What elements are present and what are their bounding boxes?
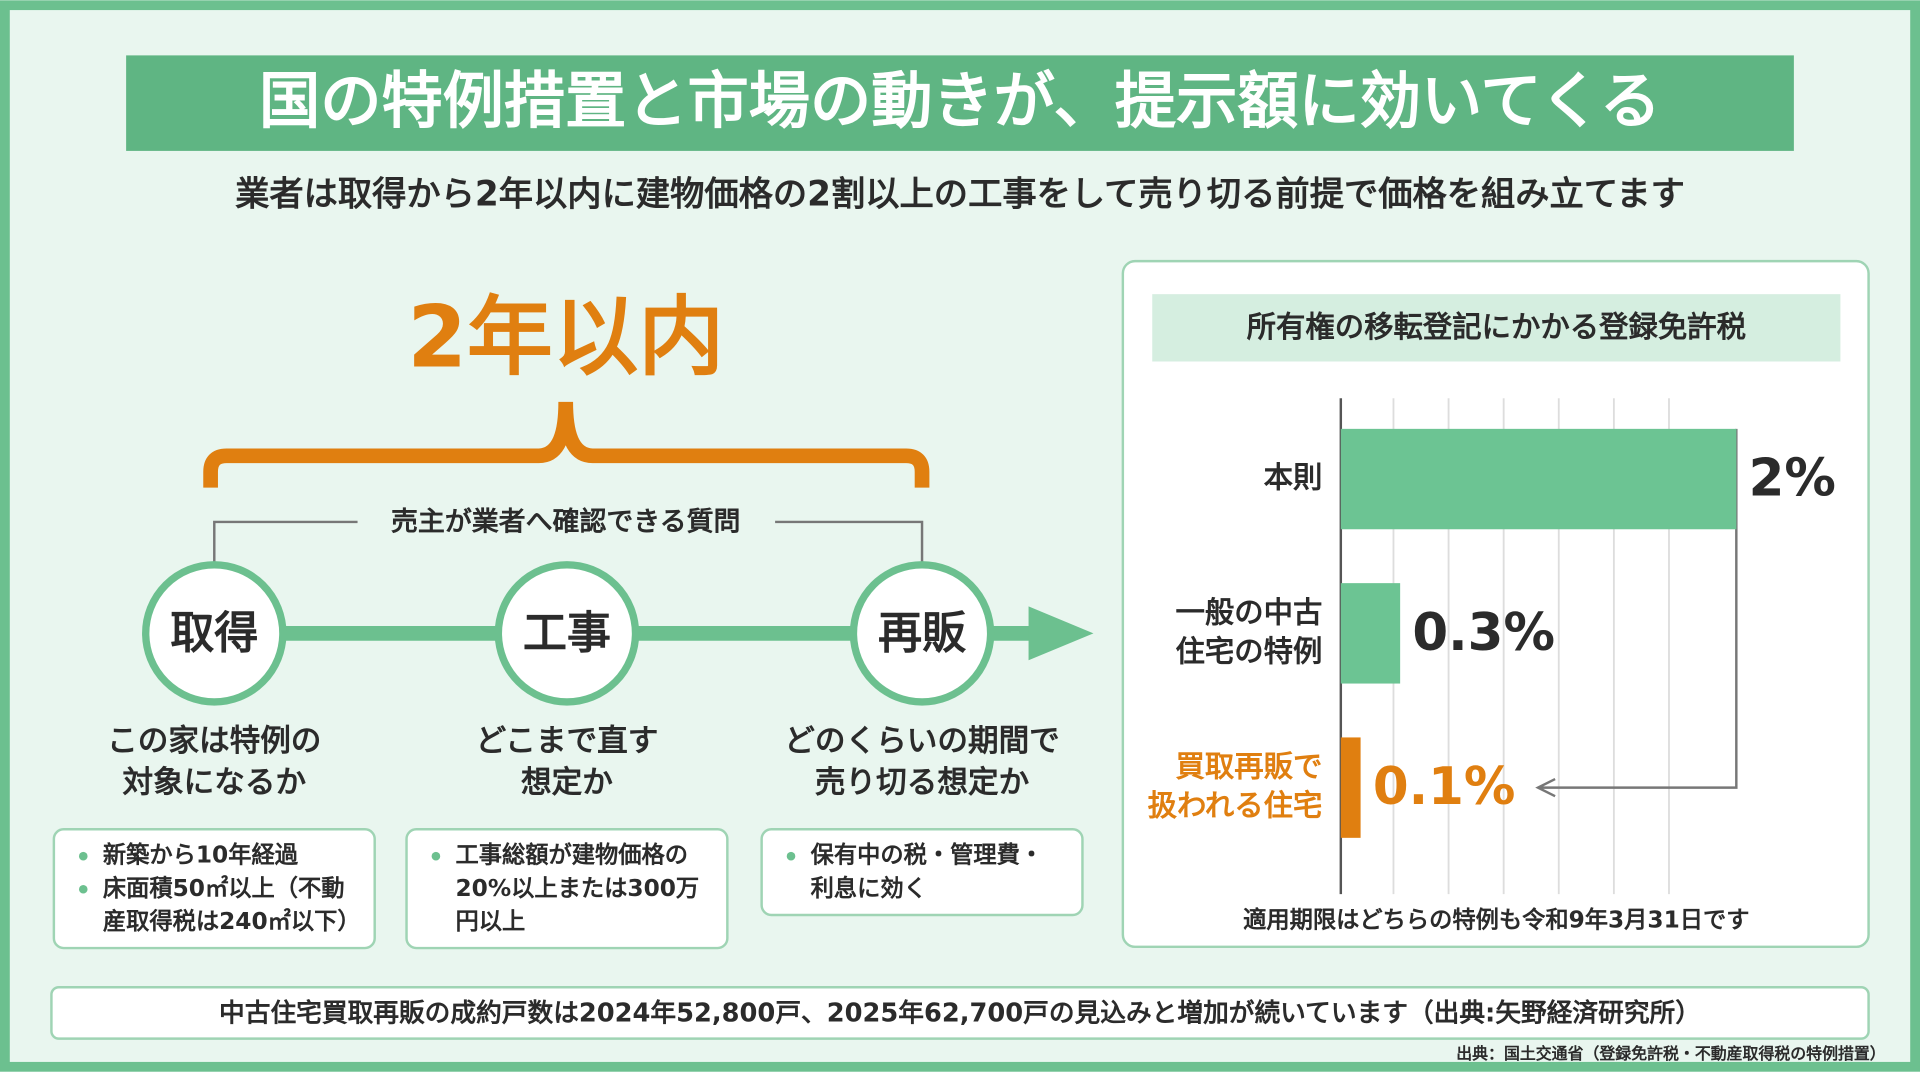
title-bar bbox=[126, 55, 1794, 151]
note-box bbox=[760, 828, 1084, 917]
period-caption: 売主が業者へ確認できる質問 bbox=[391, 506, 740, 538]
bullet bbox=[78, 884, 88, 894]
category-label: 買取再販で bbox=[1176, 750, 1323, 784]
note-text: 保有中の税・管理費・ bbox=[810, 842, 1044, 869]
step-question: 売り切る想定か bbox=[815, 765, 1030, 800]
bar bbox=[1340, 583, 1401, 684]
footer-note: 中古住宅買取再販の成約戸数は2024年52,800戸、2025年62,700戸の… bbox=[219, 998, 1701, 1029]
note-text: 利息に効く bbox=[811, 875, 927, 902]
value-label: 0.3% bbox=[1412, 603, 1555, 663]
step-circle bbox=[849, 561, 995, 706]
source: 出典：国土交通省（登録免許税・不動産取得税の特例措置） bbox=[1456, 1044, 1885, 1063]
subtitle: 業者は取得から2年以内に建物価格の2割以上の工事をして売り切る前提で価格を組み立… bbox=[235, 175, 1685, 215]
value-label: 2% bbox=[1749, 449, 1836, 509]
step-question: 想定か bbox=[521, 765, 613, 800]
caption-lines bbox=[213, 520, 924, 564]
note-text: 工事総額が建物価格の bbox=[456, 842, 689, 869]
note-text: 新築から10年経過 bbox=[103, 842, 299, 869]
bar bbox=[1340, 737, 1361, 838]
category-label: 扱われる住宅 bbox=[1148, 789, 1323, 823]
step-label: 再販 bbox=[878, 608, 967, 659]
step-question: どこまで直す bbox=[476, 724, 659, 759]
note-box bbox=[405, 828, 729, 950]
note-text: 20%以上または300万 bbox=[456, 875, 700, 902]
chart-note: 適用期限はどちらの特例も令和9年3月31日です bbox=[1243, 907, 1749, 934]
note-text: 産取得税は240㎡以下） bbox=[103, 908, 361, 935]
flow-arrow bbox=[1028, 606, 1094, 661]
value-label: 0.1% bbox=[1373, 757, 1516, 817]
note-text: 円以上 bbox=[456, 908, 526, 935]
category-label: 住宅の特例 bbox=[1176, 634, 1323, 668]
note-text: 床面積50㎡以上（不動 bbox=[103, 875, 345, 902]
step-label: 取得 bbox=[170, 608, 258, 659]
step-circle bbox=[494, 561, 640, 706]
step-question: この家は特例の bbox=[107, 724, 321, 759]
chart-title-bar bbox=[1152, 294, 1841, 362]
step-label: 工事 bbox=[523, 608, 611, 659]
note-box bbox=[52, 828, 376, 950]
period-label: 2年以内 bbox=[407, 288, 724, 388]
bullet bbox=[431, 851, 441, 861]
bar bbox=[1340, 428, 1737, 530]
bullet bbox=[78, 851, 88, 861]
step-question: 対象になるか bbox=[122, 765, 306, 800]
brace bbox=[203, 401, 930, 488]
chart-title: 所有権の移転登記にかかる登録免許税 bbox=[1247, 310, 1746, 344]
step-question: どのくらいの期間で bbox=[784, 724, 1059, 759]
bullet bbox=[786, 851, 796, 861]
title: 国の特例措置と市場の動きが、提示額に効いてくる bbox=[259, 66, 1661, 137]
footer-box bbox=[50, 986, 1870, 1040]
compare-arrow bbox=[1535, 428, 1738, 798]
step-circle bbox=[142, 561, 287, 706]
category-label: 本則 bbox=[1264, 461, 1323, 495]
category-label: 一般の中古 bbox=[1176, 595, 1323, 629]
